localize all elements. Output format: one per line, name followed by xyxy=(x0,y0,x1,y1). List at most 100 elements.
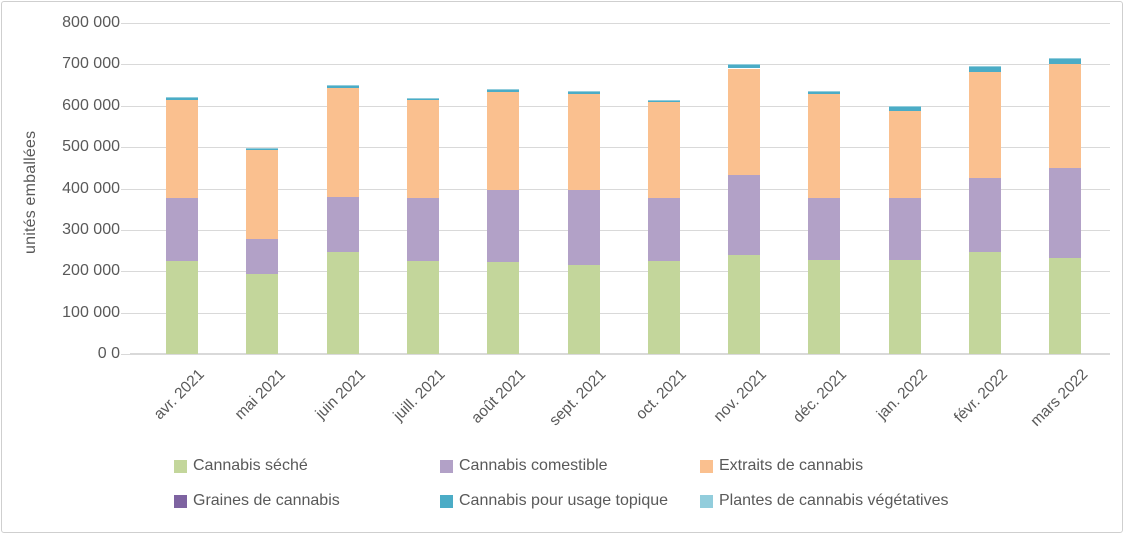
y-axis-tick-mark xyxy=(121,147,130,149)
bar-segment xyxy=(567,94,600,191)
legend-color-swatch-icon xyxy=(700,494,713,508)
bar-segment xyxy=(647,198,680,261)
bar-segment xyxy=(888,110,921,199)
legend-color-swatch-icon xyxy=(174,494,187,508)
bar-segment xyxy=(647,102,680,198)
gridline xyxy=(130,105,1110,107)
bar-segment xyxy=(808,260,841,354)
gridline xyxy=(130,188,1110,190)
bar-segment xyxy=(246,239,279,275)
y-axis-tick-label: 800 000 xyxy=(62,14,120,31)
x-axis-label: mars 2022 xyxy=(1027,366,1092,430)
legend-item: Graines de cannabis xyxy=(174,492,440,510)
bar-segment xyxy=(406,260,439,354)
bar-segment xyxy=(166,261,198,354)
legend-label: Cannabis comestible xyxy=(459,457,608,474)
bar-segment xyxy=(567,265,600,354)
x-axis-label: avr. 2021 xyxy=(150,366,209,424)
bar-segment xyxy=(1049,63,1082,169)
legend-color-swatch-icon xyxy=(700,459,713,473)
bar-segment xyxy=(969,66,1001,67)
bar-segment xyxy=(1049,58,1082,64)
bar-segment xyxy=(567,91,600,95)
bar-segment xyxy=(647,100,680,103)
legend-item: Cannabis pour usage topique xyxy=(440,492,700,510)
x-axis-label: nov. 2021 xyxy=(710,366,771,426)
x-axis-label: juill. 2021 xyxy=(390,366,449,425)
legend-label: Extraits de cannabis xyxy=(719,457,864,474)
y-axis-tick-mark xyxy=(121,23,130,24)
bar-segment xyxy=(969,72,1001,178)
y-axis-tick-mark xyxy=(121,188,130,190)
gridline xyxy=(130,147,1110,149)
legend: Cannabis séché Cannabis comestible Extrait… xyxy=(174,457,948,510)
x-axis-line xyxy=(130,353,1110,355)
bar-segment xyxy=(406,98,439,101)
gridline xyxy=(130,64,1110,66)
legend-color-swatch-icon xyxy=(440,494,453,508)
legend-color-swatch-icon xyxy=(174,459,187,473)
gridline xyxy=(130,271,1110,273)
bar-segment xyxy=(166,198,198,262)
bar-segment xyxy=(808,93,841,199)
legend-item: Plantes de cannabis végétatives xyxy=(700,492,948,510)
bar-segment xyxy=(567,90,600,92)
x-axis-label: août 2021 xyxy=(468,366,530,427)
x-axis-label: juin 2021 xyxy=(312,366,369,423)
x-axis-label: févr. 2022 xyxy=(950,366,1012,427)
x-axis-label: jan. 2022 xyxy=(873,366,931,424)
bar-segment xyxy=(487,89,520,92)
bar-segment xyxy=(1049,168,1082,258)
bar-segment xyxy=(969,252,1001,354)
bar-segment xyxy=(888,260,921,354)
bar-segment xyxy=(246,149,279,240)
bar-segment xyxy=(326,85,359,86)
y-axis-tick-label: 100 000 xyxy=(62,303,120,321)
x-axis-label: mai 2021 xyxy=(231,366,289,424)
legend-item: Cannabis séché xyxy=(174,457,440,475)
legend-label: Cannabis pour usage topique xyxy=(459,492,669,509)
y-axis-tick-mark xyxy=(121,229,130,231)
y-axis-tick-mark xyxy=(121,105,130,107)
bar-segment xyxy=(969,66,1001,73)
x-axis-label: déc. 2021 xyxy=(790,366,851,427)
bar-segment xyxy=(1049,257,1082,354)
bar-segment xyxy=(567,190,600,266)
legend-label: Graines de cannabis xyxy=(193,492,340,509)
bar-segment xyxy=(326,252,359,354)
bar-segment xyxy=(969,177,1001,253)
y-axis-tick-label: 700 000 xyxy=(62,55,120,73)
bar-segment xyxy=(166,99,198,199)
gridline xyxy=(130,23,1110,24)
legend-item: Cannabis comestible xyxy=(440,457,700,475)
y-axis-tick-label: 0 0 xyxy=(97,345,120,362)
bar-segment xyxy=(246,274,279,354)
y-axis-tick-mark xyxy=(121,312,130,314)
bar-segment xyxy=(728,64,761,66)
bar-segment xyxy=(888,198,921,261)
bar-segment xyxy=(728,68,761,176)
y-axis-tick-label: 600 000 xyxy=(62,96,120,114)
y-axis-tick-mark xyxy=(121,64,130,66)
bar-segment xyxy=(808,91,841,94)
bar-segment xyxy=(808,90,841,92)
bar-segment xyxy=(808,198,841,261)
bar-segment xyxy=(326,85,359,88)
legend-color-swatch-icon xyxy=(440,459,453,473)
bar-segment xyxy=(647,260,680,354)
bar-segment xyxy=(888,105,921,107)
x-axis-label: oct. 2021 xyxy=(632,366,690,424)
y-axis-tick-label: 200 000 xyxy=(62,262,120,280)
x-axis-label: sept. 2021 xyxy=(546,366,610,430)
legend-item: Extraits de cannabis xyxy=(700,457,948,475)
y-axis-tick-label: 300 000 xyxy=(62,220,120,238)
bar-segment xyxy=(406,100,439,199)
bar-segment xyxy=(166,97,198,100)
gridline xyxy=(130,312,1110,314)
bar-segment xyxy=(406,198,439,261)
bar-segment xyxy=(326,197,359,253)
bar-segment xyxy=(326,87,359,198)
bar-segment xyxy=(728,175,761,255)
bar-segment xyxy=(487,261,520,354)
